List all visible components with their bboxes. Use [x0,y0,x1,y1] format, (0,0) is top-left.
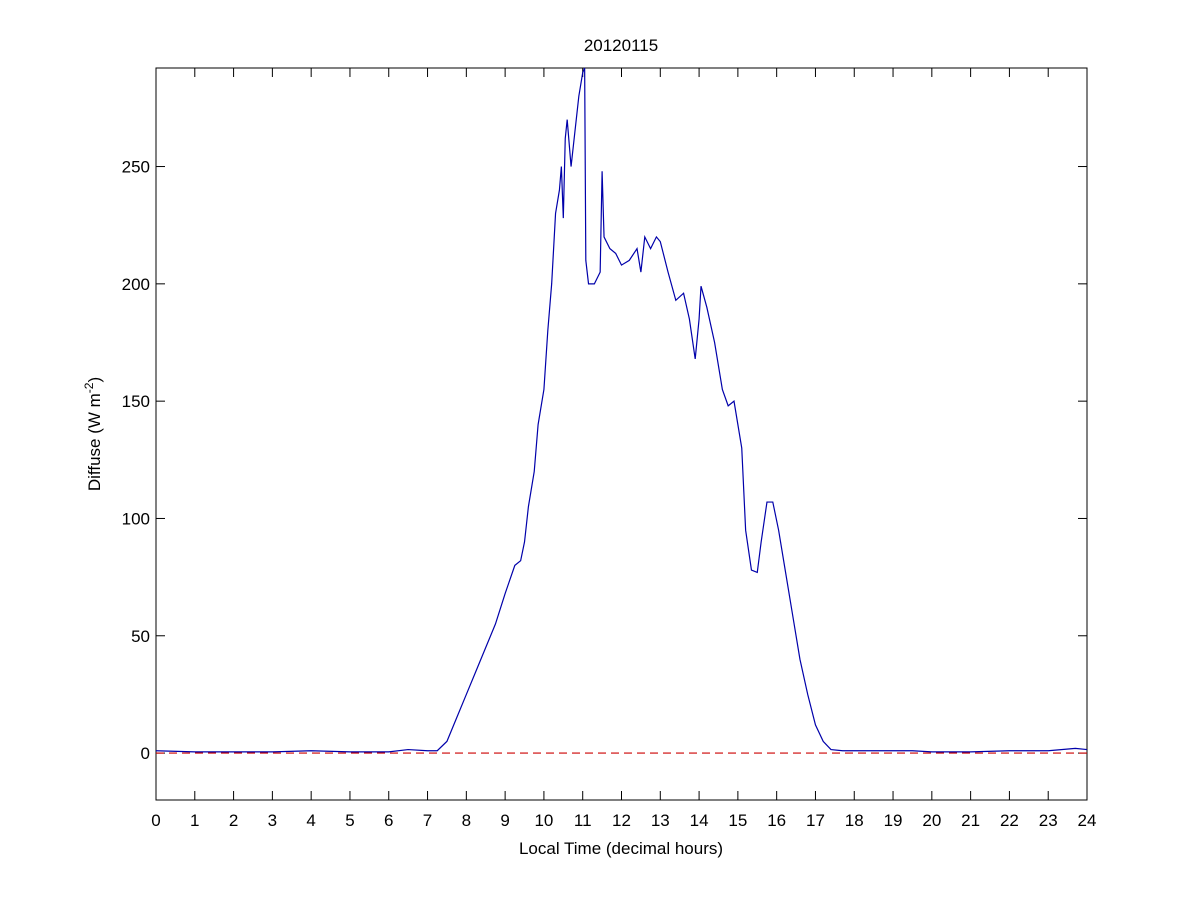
x-tick-label: 1 [190,811,199,830]
chart-title: 20120115 [584,36,658,55]
x-tick-label: 7 [423,811,432,830]
x-tick-label: 11 [574,811,592,830]
plot-frame [155,67,1088,801]
x-tick-label: 6 [384,811,393,830]
y-label-suffix: ) [85,377,104,383]
y-tick-label: 200 [122,275,150,294]
y-axis-label: Diffuse (W m-2) [82,377,104,491]
x-tick-label: 10 [534,811,553,830]
x-axis-label: Local Time (decimal hours) [519,839,723,858]
y-tick-label: 150 [122,392,150,411]
x-tick-label: 2 [229,811,238,830]
x-tick-label: 12 [612,811,631,830]
x-tick-label: 24 [1078,811,1097,830]
x-tick-label: 21 [961,811,980,830]
x-tick-label: 18 [845,811,864,830]
x-tick-label: 20 [922,811,941,830]
x-tick-label: 23 [1039,811,1058,830]
x-tick-label: 17 [806,811,825,830]
x-tick-label: 14 [690,811,709,830]
x-tick-label: 3 [268,811,277,830]
x-tick-label: 9 [500,811,509,830]
y-label-sup: -2 [82,382,96,393]
y-tick-label: 50 [131,627,150,646]
x-tick-label: 15 [728,811,747,830]
x-tick-label: 0 [151,811,160,830]
x-tick-label: 19 [884,811,903,830]
x-tick-label: 4 [306,811,315,830]
x-tick-label: 22 [1000,811,1019,830]
y-label-text: Diffuse (W m [85,393,104,491]
x-tick-label: 5 [345,811,354,830]
y-tick-label: 250 [122,158,150,177]
y-tick-label: 0 [141,744,150,763]
x-tick-label: 16 [767,811,786,830]
y-tick-label: 100 [122,509,150,528]
x-tick-label: 13 [651,811,670,830]
x-tick-label: 8 [462,811,471,830]
data-line [155,67,1088,753]
